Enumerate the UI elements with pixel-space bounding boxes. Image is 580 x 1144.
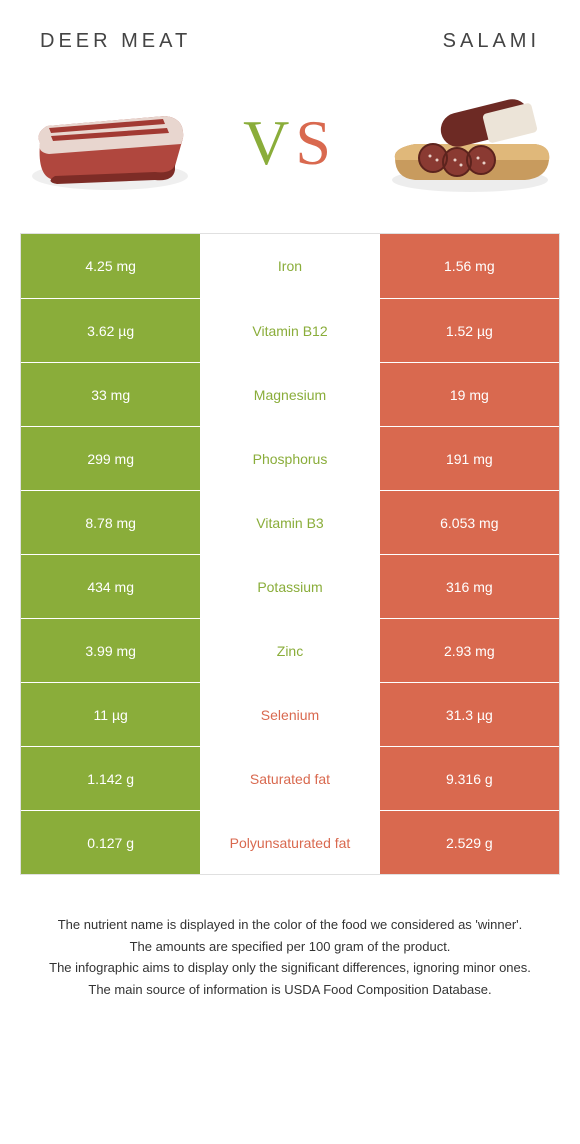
nutrient-row: 0.127 gPolyunsaturated fat2.529 g bbox=[21, 810, 559, 874]
footnote-line: The main source of information is USDA F… bbox=[40, 980, 540, 1000]
left-value-cell: 4.25 mg bbox=[21, 234, 200, 298]
right-value-cell: 1.56 mg bbox=[380, 234, 559, 298]
nutrient-name-cell: Potassium bbox=[200, 554, 379, 618]
infographic-container: Deer meat Salami VS bbox=[0, 0, 580, 1021]
left-value-cell: 8.78 mg bbox=[21, 490, 200, 554]
header-row: Deer meat Salami bbox=[20, 30, 560, 73]
nutrient-row: 3.62 µgVitamin B121.52 µg bbox=[21, 298, 559, 362]
right-food-title: Salami bbox=[443, 30, 540, 53]
left-value-cell: 434 mg bbox=[21, 554, 200, 618]
left-value-cell: 1.142 g bbox=[21, 746, 200, 810]
right-value-cell: 2.529 g bbox=[380, 810, 559, 874]
nutrient-name-cell: Zinc bbox=[200, 618, 379, 682]
nutrient-name-cell: Polyunsaturated fat bbox=[200, 810, 379, 874]
nutrient-row: 4.25 mgIron1.56 mg bbox=[21, 234, 559, 298]
nutrient-name-cell: Selenium bbox=[200, 682, 379, 746]
nutrient-row: 434 mgPotassium316 mg bbox=[21, 554, 559, 618]
left-value-cell: 33 mg bbox=[21, 362, 200, 426]
left-value-cell: 11 µg bbox=[21, 682, 200, 746]
right-value-cell: 19 mg bbox=[380, 362, 559, 426]
right-value-cell: 2.93 mg bbox=[380, 618, 559, 682]
nutrient-table: 4.25 mgIron1.56 mg3.62 µgVitamin B121.52… bbox=[20, 233, 560, 875]
nutrient-name-cell: Magnesium bbox=[200, 362, 379, 426]
deer-meat-image bbox=[20, 83, 200, 203]
right-value-cell: 9.316 g bbox=[380, 746, 559, 810]
right-value-cell: 1.52 µg bbox=[380, 298, 559, 362]
right-value-cell: 6.053 mg bbox=[380, 490, 559, 554]
left-value-cell: 299 mg bbox=[21, 426, 200, 490]
nutrient-name-cell: Vitamin B3 bbox=[200, 490, 379, 554]
vs-row: VS bbox=[20, 73, 560, 233]
vs-s-letter: S bbox=[295, 107, 337, 178]
nutrient-row: 33 mgMagnesium19 mg bbox=[21, 362, 559, 426]
nutrient-row: 8.78 mgVitamin B36.053 mg bbox=[21, 490, 559, 554]
vs-v-letter: V bbox=[243, 107, 295, 178]
left-value-cell: 3.99 mg bbox=[21, 618, 200, 682]
nutrient-name-cell: Saturated fat bbox=[200, 746, 379, 810]
nutrient-row: 11 µgSelenium31.3 µg bbox=[21, 682, 559, 746]
left-food-title: Deer meat bbox=[40, 30, 191, 53]
footnote-line: The amounts are specified per 100 gram o… bbox=[40, 937, 540, 957]
footnote-line: The infographic aims to display only the… bbox=[40, 958, 540, 978]
nutrient-row: 3.99 mgZinc2.93 mg bbox=[21, 618, 559, 682]
nutrient-name-cell: Phosphorus bbox=[200, 426, 379, 490]
left-value-cell: 3.62 µg bbox=[21, 298, 200, 362]
footnote-line: The nutrient name is displayed in the co… bbox=[40, 915, 540, 935]
nutrient-row: 299 mgPhosphorus191 mg bbox=[21, 426, 559, 490]
nutrient-name-cell: Vitamin B12 bbox=[200, 298, 379, 362]
nutrient-row: 1.142 gSaturated fat9.316 g bbox=[21, 746, 559, 810]
vs-label: VS bbox=[243, 106, 337, 180]
right-value-cell: 191 mg bbox=[380, 426, 559, 490]
right-value-cell: 31.3 µg bbox=[380, 682, 559, 746]
footnote-block: The nutrient name is displayed in the co… bbox=[20, 875, 560, 999]
right-value-cell: 316 mg bbox=[380, 554, 559, 618]
left-value-cell: 0.127 g bbox=[21, 810, 200, 874]
nutrient-name-cell: Iron bbox=[200, 234, 379, 298]
salami-image bbox=[380, 83, 560, 203]
